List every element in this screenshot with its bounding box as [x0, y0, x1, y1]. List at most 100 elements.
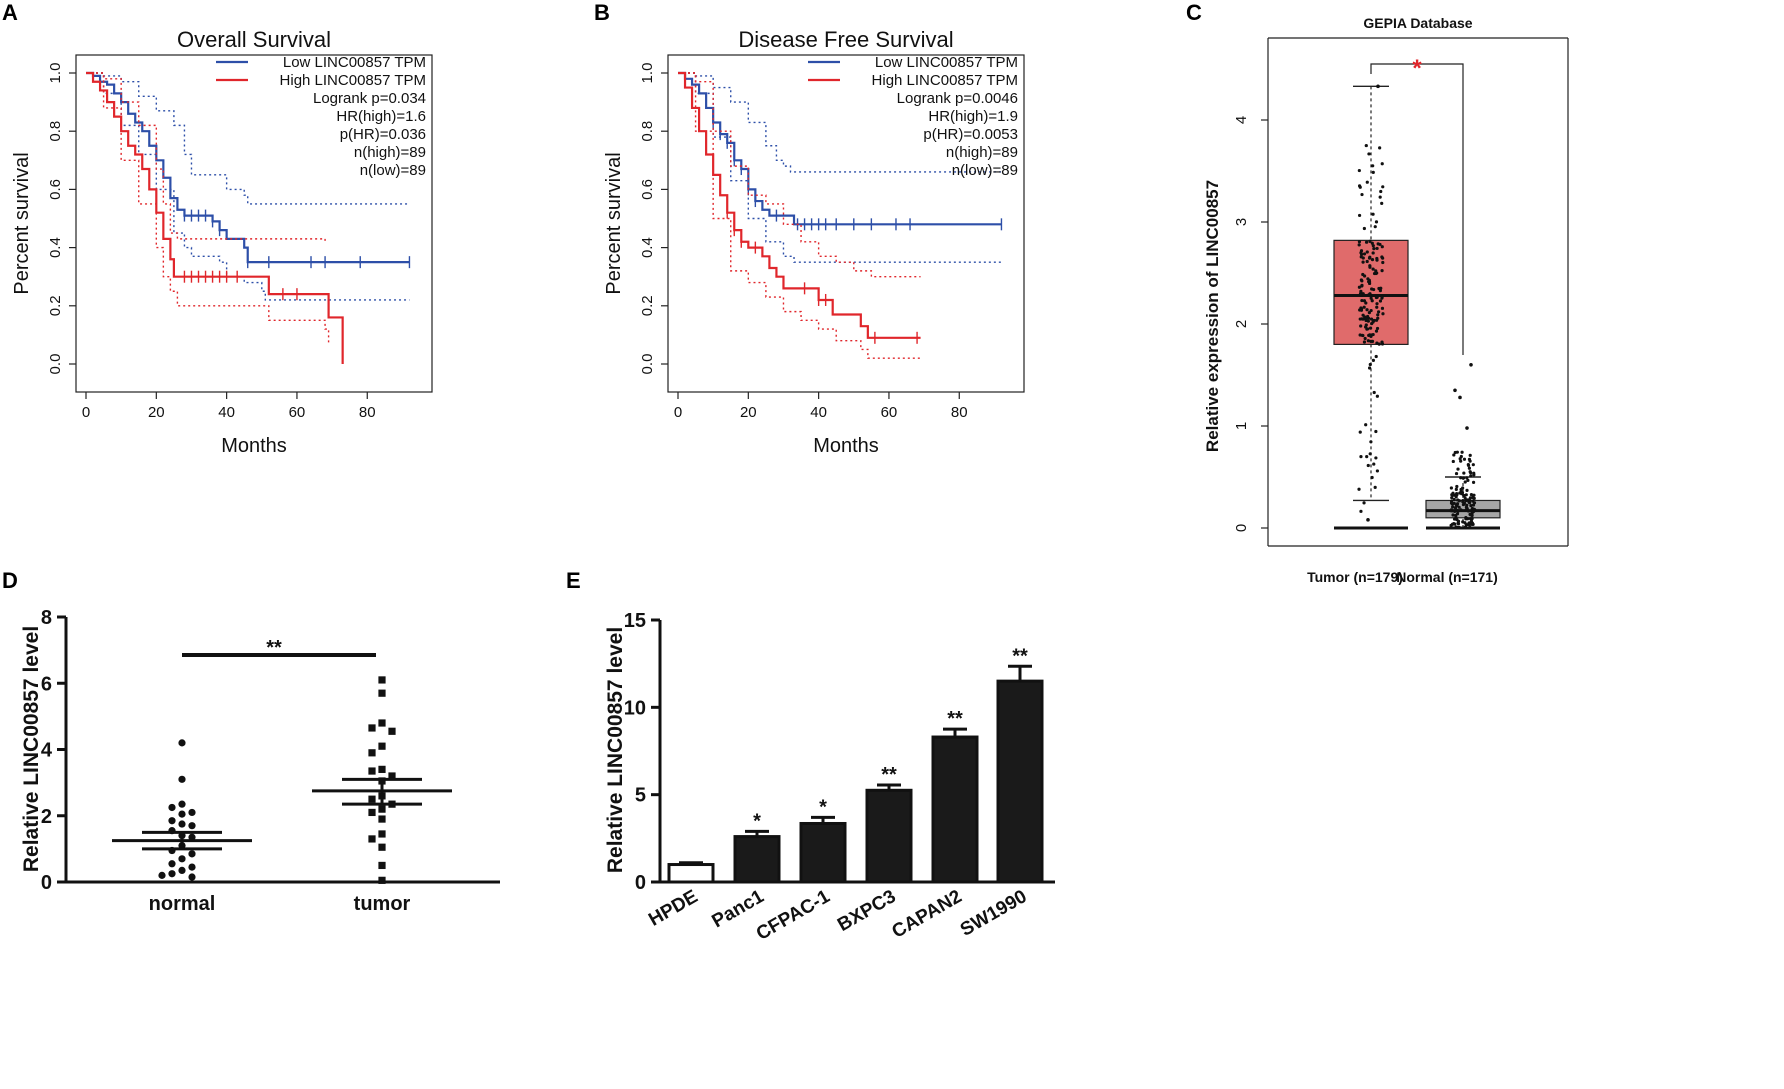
- x-tick-label: CAPAN2: [889, 886, 966, 943]
- data-point: [1370, 299, 1374, 303]
- data-point: [1366, 327, 1370, 331]
- data-point: [1465, 476, 1469, 480]
- stat-annotation: p(HR)=0.036: [340, 126, 426, 143]
- x-tick-label: tumor: [354, 893, 411, 915]
- y-tick-label: 0.2: [47, 295, 64, 316]
- data-point: [168, 817, 176, 825]
- data-point: [1376, 242, 1380, 246]
- stat-annotation: n(high)=89: [946, 144, 1018, 161]
- data-point: [1362, 501, 1366, 505]
- panel-label-e: E: [566, 568, 581, 593]
- data-point: [1372, 390, 1376, 395]
- data-point: [1375, 305, 1379, 309]
- data-point: [1378, 146, 1382, 150]
- data-point: [178, 855, 186, 863]
- stat-annotation: p(HR)=0.0053: [923, 126, 1018, 143]
- data-point: [1367, 366, 1372, 370]
- data-point: [1465, 517, 1470, 521]
- data-point: [1463, 496, 1467, 501]
- y-axis-label: Percent survival: [603, 152, 625, 294]
- y-axis-label: Relative LINC00857 level: [20, 626, 43, 872]
- data-point: [1375, 469, 1379, 473]
- data-point: [1378, 299, 1383, 303]
- data-point: [1458, 457, 1462, 461]
- data-point: [1459, 508, 1463, 512]
- data-point: [1369, 440, 1373, 444]
- data-point: [1375, 246, 1379, 251]
- y-tick-label: 0.6: [47, 179, 64, 200]
- ci-upper-low: [678, 72, 1002, 173]
- data-point: [1451, 505, 1455, 509]
- data-point: [368, 724, 376, 732]
- data-point: [1371, 251, 1375, 255]
- survival-line-high: [678, 71, 921, 339]
- data-point: [178, 800, 186, 808]
- data-point: [1460, 450, 1464, 454]
- data-point: [1462, 501, 1467, 505]
- significance-label: *: [819, 796, 827, 818]
- data-point: [1371, 244, 1375, 248]
- significance-label: **: [1012, 645, 1028, 667]
- data-point: [1362, 252, 1367, 256]
- data-point: [1371, 358, 1375, 363]
- data-point: [1467, 466, 1471, 470]
- x-tick-label: Tumor (n=179): [1307, 569, 1403, 585]
- panel-label-a: A: [2, 0, 18, 25]
- legend-label: High LINC00857 TPM: [872, 72, 1018, 89]
- x-tick-label: 40: [810, 404, 827, 421]
- y-tick-label: 8: [41, 607, 52, 629]
- data-point: [368, 808, 376, 817]
- data-point: [1454, 487, 1458, 491]
- data-point: [1369, 317, 1374, 321]
- data-point: [1360, 283, 1364, 287]
- data-point: [1463, 480, 1467, 484]
- y-tick-label: 0.4: [47, 237, 64, 258]
- y-tick-label: 0: [1233, 524, 1250, 532]
- y-tick-label: 3: [1233, 218, 1250, 226]
- data-point: [1468, 453, 1472, 457]
- data-point: [158, 871, 166, 879]
- data-point: [1358, 430, 1362, 434]
- data-point: [1472, 496, 1476, 500]
- data-point: [1357, 213, 1362, 218]
- data-point: [1470, 517, 1474, 521]
- data-point: [1357, 240, 1362, 244]
- data-point: [388, 772, 396, 780]
- y-tick-label: 2: [1233, 320, 1250, 328]
- data-point: [1370, 475, 1374, 480]
- data-point: [1367, 278, 1371, 282]
- significance-label: **: [947, 708, 963, 730]
- data-point: [1368, 362, 1372, 367]
- data-point: [1457, 499, 1462, 503]
- data-point: [1359, 289, 1363, 293]
- data-point: [1359, 249, 1364, 253]
- data-point: [1361, 317, 1365, 321]
- data-point: [1361, 260, 1365, 264]
- data-point: [1364, 316, 1369, 321]
- data-point: [168, 803, 176, 812]
- data-point: [1449, 486, 1453, 490]
- data-point: [1375, 394, 1379, 398]
- stat-annotation: HR(high)=1.9: [928, 108, 1018, 125]
- data-point: [1368, 265, 1372, 269]
- data-point: [1449, 509, 1453, 513]
- data-point: [188, 808, 196, 817]
- data-point: [1371, 267, 1375, 271]
- data-point: [1380, 245, 1384, 249]
- y-tick-label: 0.4: [639, 237, 656, 258]
- data-point: [1373, 485, 1377, 489]
- data-point: [1359, 252, 1364, 256]
- ci-upper-high: [678, 72, 921, 278]
- data-point: [1454, 515, 1458, 520]
- data-point: [1365, 455, 1369, 459]
- data-point: [1450, 522, 1455, 526]
- y-tick-label: 0: [635, 872, 646, 894]
- ci-lower-high: [86, 72, 330, 344]
- data-point: [1371, 212, 1375, 216]
- data-point: [1374, 456, 1378, 460]
- data-point: [178, 775, 186, 783]
- data-point: [1471, 463, 1475, 467]
- x-tick-label: CFPAC-1: [753, 886, 834, 945]
- x-tick-label: 60: [289, 404, 306, 421]
